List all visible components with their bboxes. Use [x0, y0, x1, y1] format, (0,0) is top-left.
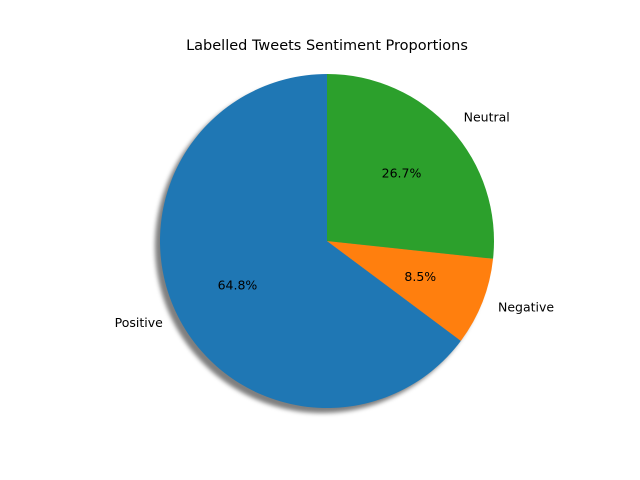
- slice-label-neutral: Neutral: [464, 110, 510, 125]
- slice-positive: [159, 74, 461, 409]
- slice-neutral: [327, 74, 495, 259]
- pie-labels: Positive 64.8% Negative 8.5% Neutral 26.7%: [115, 110, 555, 330]
- slice-percent-neutral: 26.7%: [382, 166, 422, 181]
- slice-percent-positive: 64.8%: [218, 277, 258, 292]
- slice-label-negative: Negative: [498, 300, 554, 315]
- chart-title: Labelled Tweets Sentiment Proportions: [186, 38, 468, 54]
- slice-negative: [327, 241, 494, 341]
- pie-slices: [159, 74, 495, 409]
- slice-percent-negative: 8.5%: [404, 269, 436, 284]
- slice-label-positive: Positive: [115, 315, 163, 330]
